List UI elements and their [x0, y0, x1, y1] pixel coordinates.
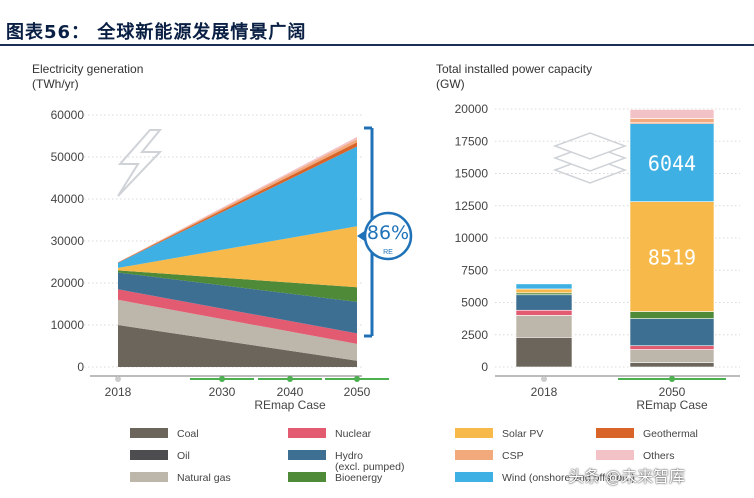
- y-tick-label: 5000: [461, 296, 488, 310]
- y-tick-label: 50000: [51, 150, 85, 164]
- layers-icon: [552, 132, 628, 184]
- legend-label-hydro: Hydro: [335, 450, 363, 462]
- area-natural-gas: [118, 299, 357, 361]
- legend-swatch-oil: [130, 450, 168, 460]
- bar-natural-gas-2050: [629, 349, 715, 363]
- bar-solar-pv-2018: [515, 288, 573, 294]
- header-divider: [0, 44, 754, 46]
- remap-period-dot: [669, 376, 675, 382]
- y-tick-label: 10000: [455, 231, 489, 245]
- x-tick-label: 2040: [277, 385, 304, 399]
- legend-swatch-nuclear: [288, 428, 326, 438]
- bar-csp-2050: [629, 118, 715, 123]
- area-solar-pv: [118, 226, 357, 288]
- area-csp: [118, 138, 357, 263]
- area-bioenergy: [118, 270, 357, 302]
- area-geothermal: [118, 142, 357, 263]
- y-tick-label: 0: [481, 360, 488, 374]
- x-tick-label: 2050: [344, 385, 371, 399]
- header: 图表56： 全球新能源发展情景广阔: [0, 0, 754, 46]
- y-tick-label: 12500: [455, 199, 489, 213]
- page-title: 图表56： 全球新能源发展情景广阔: [6, 22, 307, 43]
- chart-figure: Electricity generation (TWh/yr) Total in…: [32, 62, 740, 484]
- legend-sublabel: (excl. pumped): [335, 461, 404, 473]
- y-tick-label: 2500: [461, 328, 488, 342]
- legend-swatch-wind-onshore-and-offshore: [455, 472, 493, 482]
- y-tick-label: 10000: [51, 318, 85, 332]
- legend-swatch-geothermal: [596, 428, 634, 438]
- y-tick-label: 40000: [51, 192, 85, 206]
- y-tick-label: 0: [77, 360, 84, 374]
- bar-coal-2050: [629, 362, 715, 368]
- bar-coal-2018: [515, 337, 573, 368]
- area-coal: [118, 325, 357, 367]
- lightning-icon: [117, 129, 163, 197]
- bar-wind-onshore-and-offshore-2018: [515, 283, 573, 290]
- remap-period-dot: [354, 376, 360, 382]
- right-chart-ylabel: (GW): [436, 77, 465, 91]
- legend-label-wind-onshore-and-offshore: Wind (onshore and offshore): [502, 472, 635, 484]
- remap-period-dot: [219, 376, 225, 382]
- x-axis-caption: REmap Case: [254, 398, 326, 412]
- y-tick-label: 17500: [455, 134, 489, 148]
- bar-nuclear-2050: [629, 345, 715, 350]
- y-tick-label: 30000: [51, 234, 85, 248]
- y-tick-label: 20000: [51, 276, 85, 290]
- legend-swatch-solar-pv: [455, 428, 493, 438]
- baseline-dot: [115, 376, 121, 382]
- legend-label-oil: Oil: [177, 450, 190, 462]
- baseline-dot: [541, 376, 547, 382]
- re-share-value: 86%: [367, 222, 409, 244]
- bar-hydro-excl-pumped-2018: [515, 294, 573, 311]
- y-tick-label: 15000: [455, 167, 489, 181]
- left-chart-title: Electricity generation: [32, 62, 143, 76]
- x-tick-label: 2050: [659, 385, 686, 399]
- legend-label-geothermal: Geothermal: [643, 428, 698, 440]
- legend-label-nuclear: Nuclear: [335, 428, 372, 440]
- area-others: [118, 136, 357, 263]
- right-chart-title: Total installed power capacity: [436, 62, 592, 76]
- data-label-wind-onshore-and-offshore: 6044: [648, 152, 696, 176]
- legend-label-coal: Coal: [177, 428, 199, 440]
- bar-nuclear-2018: [515, 309, 573, 316]
- legend-label-csp: CSP: [502, 450, 524, 462]
- y-tick-label: 7500: [461, 263, 488, 277]
- bar-others-2050: [629, 109, 715, 119]
- area-wind-onshore-and-offshore: [118, 146, 357, 268]
- bar-hydro-excl-pumped-2050: [629, 318, 715, 347]
- legend-swatch-others: [596, 450, 634, 460]
- x-tick-label: 2018: [531, 385, 558, 399]
- legend-label-bioenergy: Bioenergy: [335, 472, 383, 484]
- legend-swatch-bioenergy: [288, 472, 326, 482]
- re-share-annotation: 86% RE: [357, 126, 413, 338]
- legend-label-natural-gas: Natural gas: [177, 472, 231, 484]
- legend-label-solar-pv: Solar PV: [502, 428, 543, 440]
- x-tick-label: 2018: [105, 385, 132, 399]
- legend-swatch-csp: [455, 450, 493, 460]
- y-tick-label: 20000: [455, 102, 489, 116]
- legend-swatch-natural-gas: [130, 472, 168, 482]
- bar-bioenergy-2050: [629, 311, 715, 319]
- y-tick-label: 60000: [51, 108, 85, 122]
- x-tick-label: 2030: [209, 385, 236, 399]
- remap-period-dot: [287, 376, 293, 382]
- legend-label-others: Others: [643, 450, 675, 462]
- x-axis-caption: REmap Case: [636, 398, 708, 412]
- area-hydro-excl-pumped: [118, 272, 357, 334]
- bar-natural-gas-2018: [515, 315, 573, 338]
- watermark: 头条 @未来智库: [568, 467, 686, 486]
- legend-swatch-hydro: [288, 450, 326, 460]
- legend-swatch-coal: [130, 428, 168, 438]
- left-chart-ylabel: (TWh/yr): [32, 77, 79, 91]
- legend: Coal Nuclear Solar PV Geothermal Oil Hydro(ex…: [130, 428, 698, 484]
- data-label-solar-pv: 8519: [648, 246, 696, 270]
- re-share-label: RE: [383, 249, 393, 256]
- bar-wind-onshore-and-offshore-2050: [629, 123, 715, 202]
- area-nuclear: [118, 289, 357, 344]
